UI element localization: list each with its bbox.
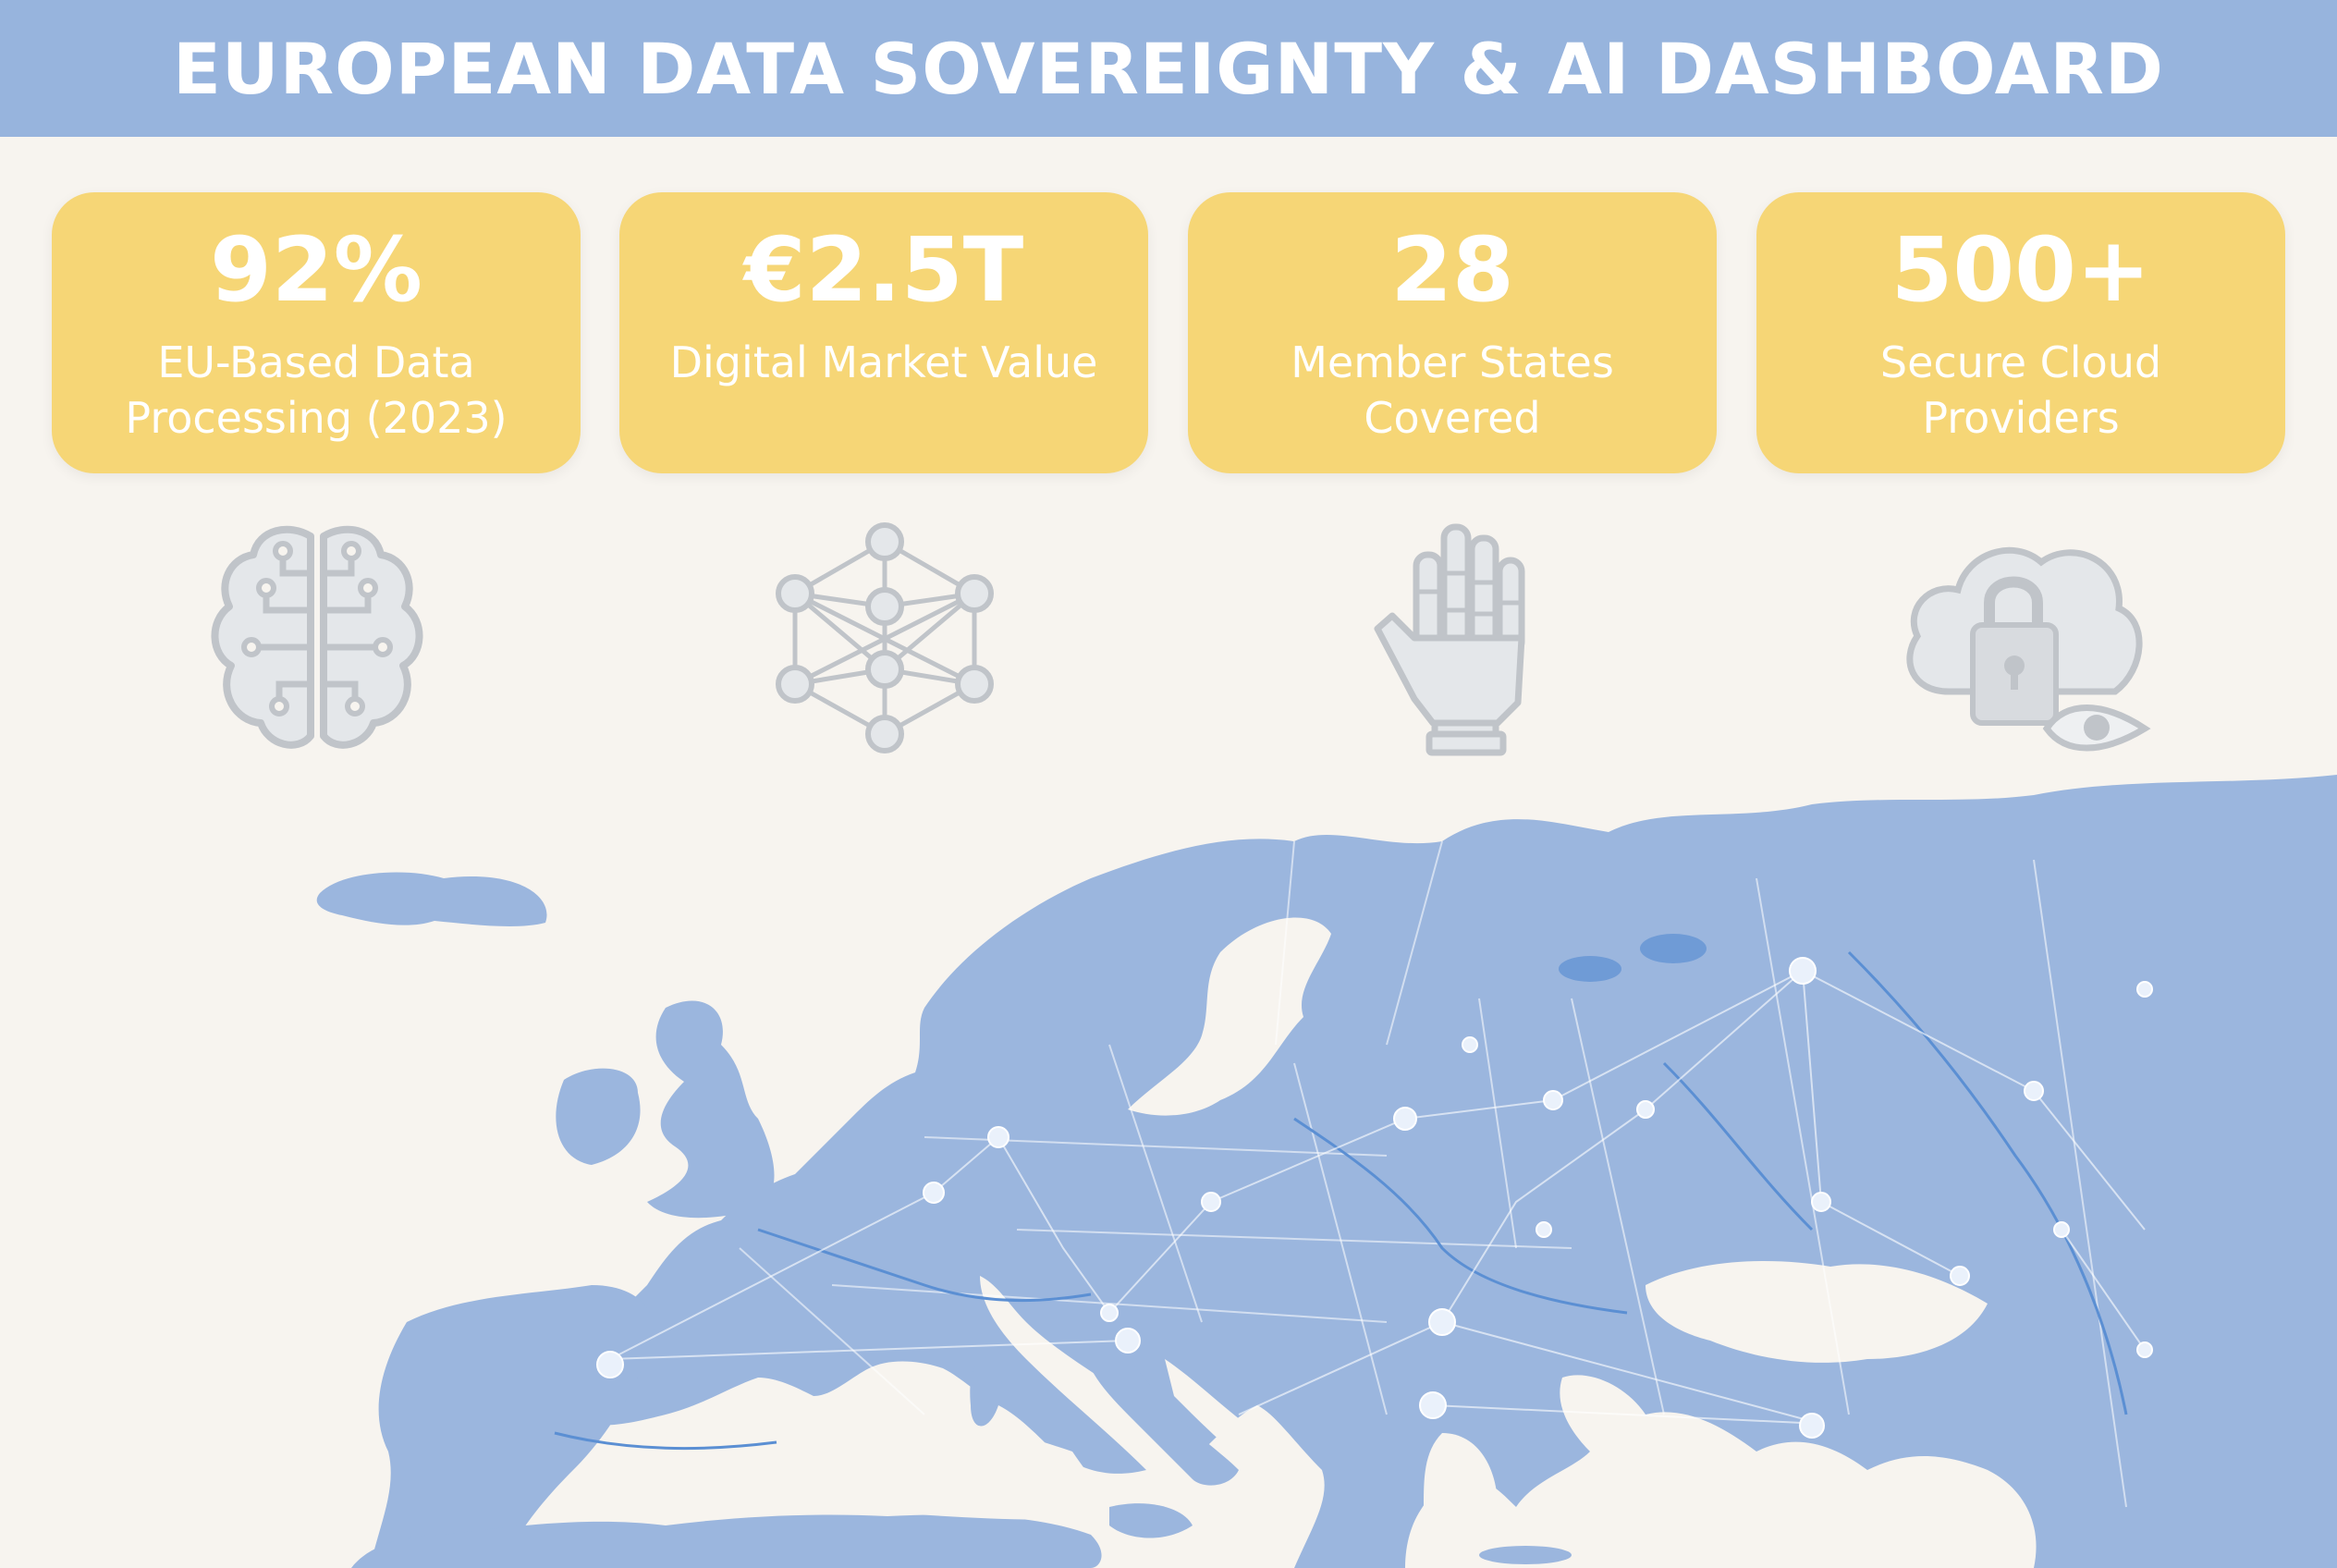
rivers [554, 950, 2128, 1451]
stat-label: Member States Covered [1272, 335, 1633, 446]
lakes [1559, 934, 1707, 982]
stat-value: 500+ [1890, 218, 2151, 322]
stat-label-line1: EU-Based Data [157, 337, 475, 387]
robot-hand-icon [1374, 523, 1525, 756]
page-title: EUROPEAN DATA SOVEREIGNTY & AI DASHBOARD [172, 27, 2164, 110]
neural-network-icon [776, 522, 994, 753]
stat-label: Digital Market Value [652, 335, 1117, 390]
brain-circuit-icon [211, 525, 423, 749]
stat-card-data-processing: 92% EU-Based Data Processing (2023) [52, 192, 581, 473]
stat-card-market-value: €2.5T Digital Market Value [619, 192, 1148, 473]
stat-value: 28 [1390, 218, 1514, 322]
stat-label: EU-Based Data Processing (2023) [106, 335, 525, 446]
network-nodes [596, 957, 2153, 1439]
stat-label-line1: Digital Market Value [669, 337, 1098, 387]
stat-card-member-states: 28 Member States Covered [1188, 192, 1717, 473]
stat-label-line2: Providers [1922, 393, 2120, 443]
stat-label-line2: Covered [1364, 393, 1541, 443]
land-mass [316, 775, 2337, 1568]
stat-value: 92% [210, 218, 422, 322]
stat-label-line2: Processing (2023) [125, 393, 508, 443]
stat-label-line1: Member States [1291, 337, 1614, 387]
header-bar: EUROPEAN DATA SOVEREIGNTY & AI DASHBOARD [0, 0, 2337, 137]
stat-card-cloud-providers: 500+ Secure Cloud Providers [1756, 192, 2285, 473]
stat-value: €2.5T [743, 218, 1024, 322]
stat-label-line1: Secure Cloud [1879, 337, 2162, 387]
cloud-lock-eye-icon [1906, 546, 2151, 752]
stat-label: Secure Cloud Providers [1862, 335, 2180, 446]
europe-network-map [316, 775, 2337, 1568]
